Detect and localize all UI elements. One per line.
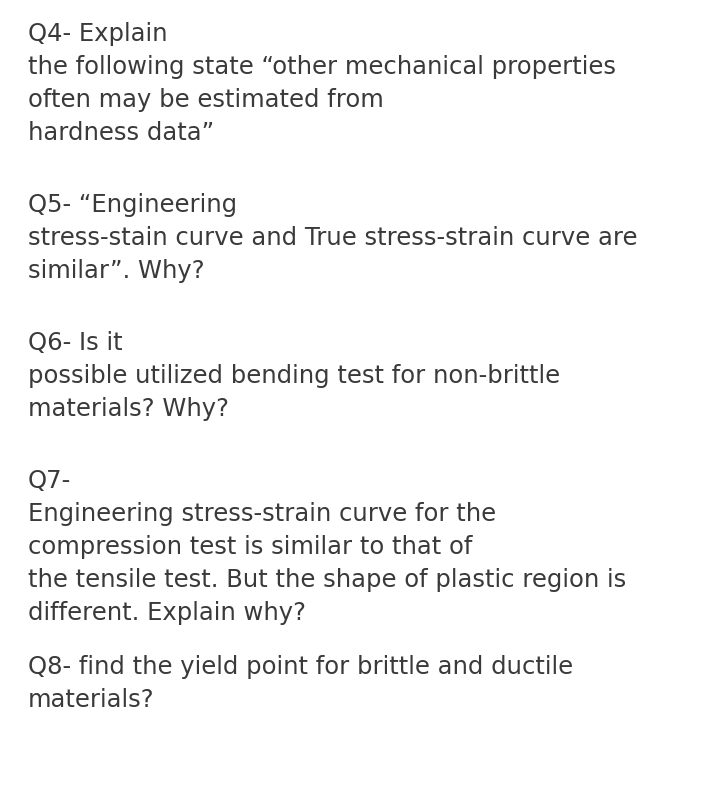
Text: the tensile test. But the shape of plastic region is: the tensile test. But the shape of plast…	[28, 568, 626, 592]
Text: materials? Why?: materials? Why?	[28, 397, 229, 421]
Text: Q4- Explain: Q4- Explain	[28, 22, 168, 46]
Text: compression test is similar to that of: compression test is similar to that of	[28, 535, 472, 559]
Text: hardness data”: hardness data”	[28, 121, 214, 145]
Text: materials?: materials?	[28, 688, 154, 712]
Text: the following state “other mechanical properties: the following state “other mechanical pr…	[28, 55, 616, 79]
Text: stress-stain curve and True stress-strain curve are: stress-stain curve and True stress-strai…	[28, 226, 637, 250]
Text: Q6- Is it: Q6- Is it	[28, 331, 123, 355]
Text: Engineering stress-strain curve for the: Engineering stress-strain curve for the	[28, 502, 496, 526]
Text: Q5- “Engineering: Q5- “Engineering	[28, 193, 237, 217]
Text: similar”. Why?: similar”. Why?	[28, 259, 204, 283]
Text: Q7-: Q7-	[28, 469, 71, 493]
Text: Q8- find the yield point for brittle and ductile: Q8- find the yield point for brittle and…	[28, 655, 573, 679]
Text: different. Explain why?: different. Explain why?	[28, 601, 306, 625]
Text: often may be estimated from: often may be estimated from	[28, 88, 384, 112]
Text: possible utilized bending test for non-brittle: possible utilized bending test for non-b…	[28, 364, 560, 388]
